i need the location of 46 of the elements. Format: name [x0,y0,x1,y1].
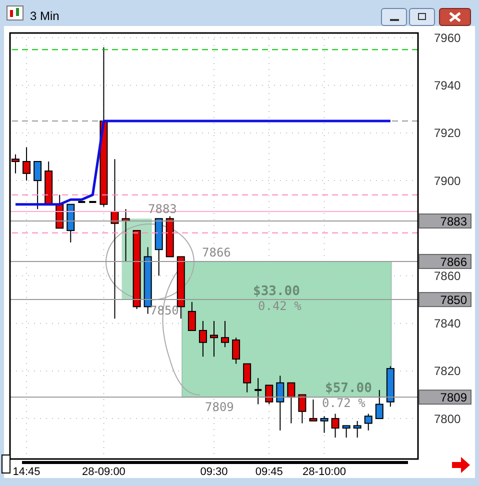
ref-line-label: 7866 [440,254,468,269]
candlestick [232,337,240,364]
annotation: $57.00 [325,381,372,396]
y-tick-label: 7840 [434,316,462,331]
candlestick [298,394,306,424]
candlestick [364,413,372,431]
x-tick-label: 28-09:00 [82,466,126,478]
candlestick [243,363,252,393]
candlestick [221,320,230,348]
ref-line-label: 7850 [440,293,468,308]
candlestick [287,382,296,424]
line-series [14,120,392,206]
y-tick-label: 7960 [434,31,462,46]
candlestick [276,375,284,431]
x-tick-label: 28-10:00 [302,466,346,478]
candlestick [254,378,263,405]
candlestick [34,161,42,210]
y-tick-label: 7800 [434,412,462,426]
y-tick-label: 7820 [434,364,462,378]
annotation: 7866 [202,245,231,260]
x-tick-label: 09:30 [200,466,228,478]
x-tick-label: 09:45 [255,466,283,478]
annotation: 7809 [205,400,234,414]
y-tick-label: 7900 [434,174,462,188]
candlestick [309,399,318,422]
candlestick [320,416,328,434]
candlestick [342,425,350,438]
candlestick [353,420,362,438]
x-tick-label: 14:45 [12,466,40,478]
candlestick [198,320,207,358]
candlestick [188,301,196,331]
candlestick [331,413,340,438]
candlestick [265,384,274,405]
y-tick-label: 7920 [434,126,462,140]
y-tick-label: 7860 [434,269,462,284]
ref-line-label: 7883 [440,214,468,229]
annotation: 0.72 % [322,396,366,410]
y-tick-label: 7940 [434,78,462,93]
candlestick [210,320,218,358]
candlestick [375,389,384,420]
annotation: $33.00 [253,284,300,299]
candlestick [12,154,20,174]
annotation: 0.42 % [258,299,302,313]
ref-line-label: 7809 [440,390,468,405]
candlestick [22,146,31,182]
chart-title: 3 Min [30,9,60,23]
